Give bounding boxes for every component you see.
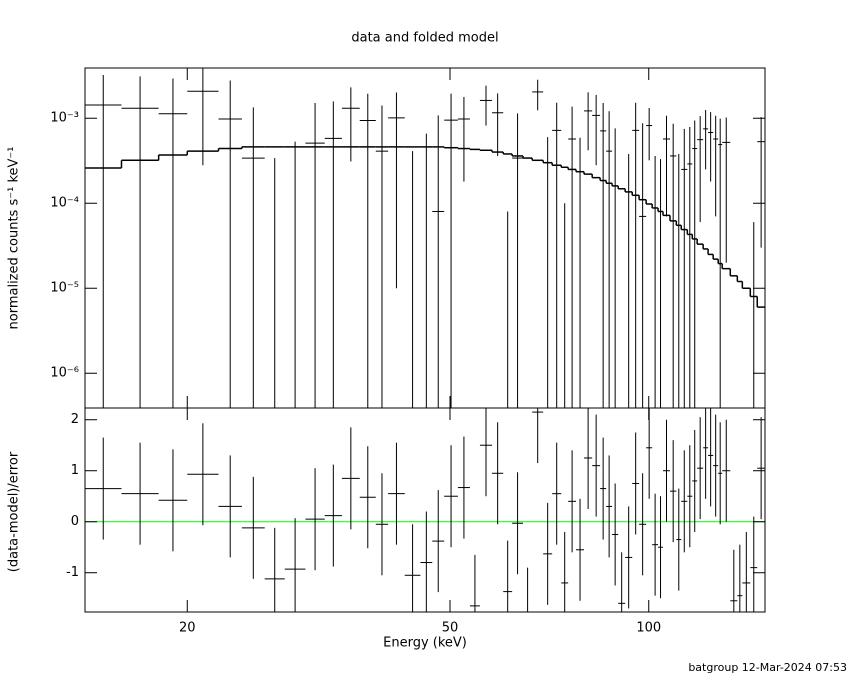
y-tick-label: -1 xyxy=(66,565,79,580)
plot-frame xyxy=(84,407,766,613)
y-tick-label: 1 xyxy=(71,463,79,478)
y-tick-label: 0 xyxy=(71,514,79,529)
footer: batgroup 12-Mar-2024 07:53 xyxy=(688,661,847,674)
top-plot-area xyxy=(85,68,765,408)
y-tick-label: 10⁻⁴ xyxy=(50,196,79,211)
x-tick-label: 50 xyxy=(442,621,459,636)
y-axis-label: normalized counts s⁻¹ keV⁻¹ xyxy=(7,147,22,330)
x-tick-label: 20 xyxy=(179,621,196,636)
y-tick-label: 10⁻⁶ xyxy=(50,366,79,381)
y-tick-label: 2 xyxy=(71,412,79,427)
y-tick-label: 10⁻⁵ xyxy=(50,281,79,296)
x-axis-label: Energy (keV) xyxy=(383,636,467,651)
axes: 10⁻³ 10⁻⁴ 10⁻⁵ 10⁻⁶ -1 0 1 2 20 50 100 xyxy=(50,67,766,636)
y-axis-label: (data-model)/error xyxy=(7,451,22,572)
y-tick-label: 10⁻³ xyxy=(50,111,79,126)
bottom-plot-area xyxy=(85,408,765,612)
chart-title: data and folded model xyxy=(351,31,498,46)
x-tick-label: 100 xyxy=(636,621,661,636)
